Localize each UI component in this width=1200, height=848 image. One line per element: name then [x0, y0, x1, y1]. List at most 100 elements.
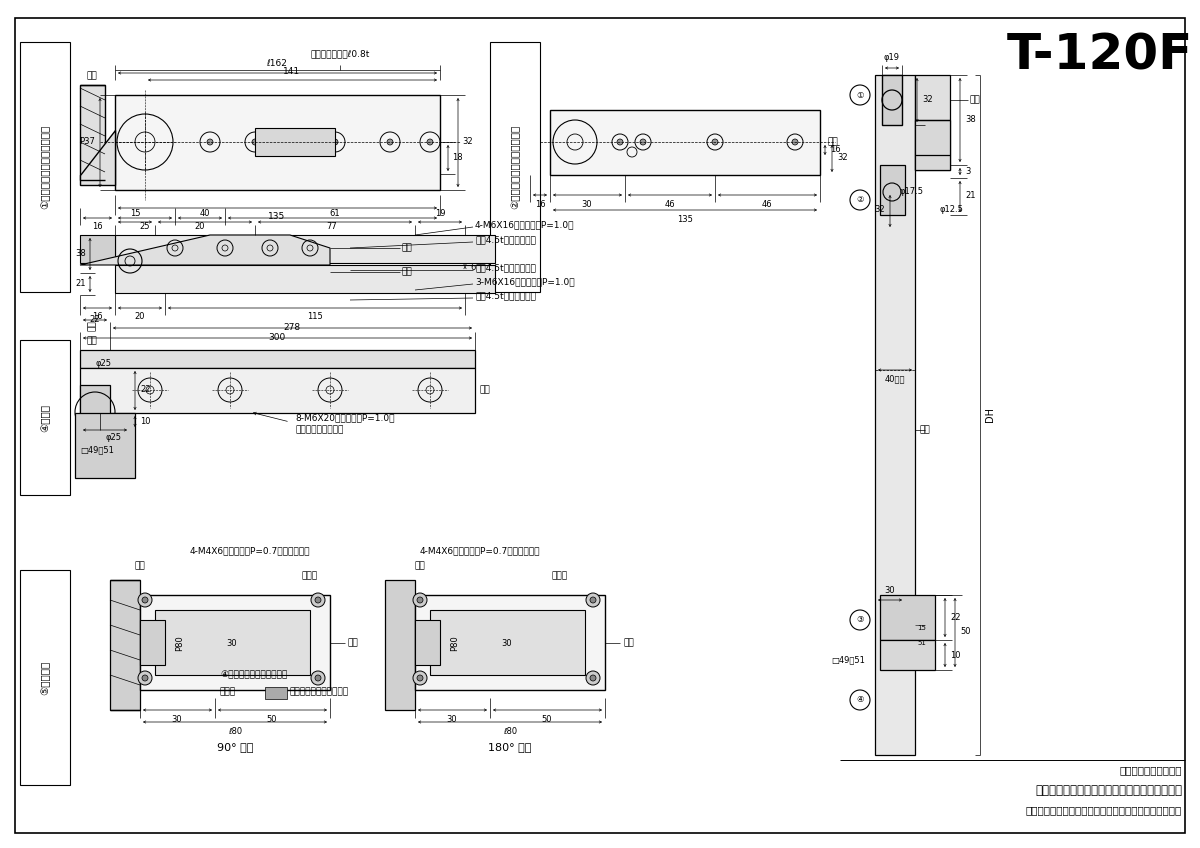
Text: 壁枠: 壁枠 — [86, 336, 97, 345]
Text: 21: 21 — [965, 192, 976, 200]
Text: ℓ80: ℓ80 — [503, 727, 517, 736]
Text: 32: 32 — [922, 96, 932, 104]
Circle shape — [386, 139, 394, 145]
Text: φ12.5: φ12.5 — [940, 205, 964, 215]
Text: 30: 30 — [172, 715, 182, 724]
Text: 3: 3 — [965, 168, 971, 176]
Text: 46: 46 — [762, 200, 773, 209]
Text: □49～51: □49～51 — [80, 445, 114, 455]
Text: 300: 300 — [269, 333, 286, 342]
Circle shape — [640, 139, 646, 145]
Bar — [880, 595, 935, 640]
Text: 46: 46 — [665, 200, 676, 209]
Text: アーム: アーム — [552, 571, 568, 580]
Text: 上枠: 上枠 — [970, 96, 980, 104]
Text: ④アーム: ④アーム — [40, 404, 50, 432]
Text: □49～51: □49～51 — [832, 656, 865, 665]
Text: P80: P80 — [450, 635, 460, 651]
Text: 180° 開き: 180° 開き — [488, 742, 532, 752]
Circle shape — [590, 675, 596, 681]
Text: 3-M6X16㎜小ネジ（P=1.0）: 3-M6X16㎜小ネジ（P=1.0） — [475, 277, 575, 287]
Text: 30: 30 — [582, 200, 593, 209]
Bar — [20, 340, 70, 495]
Bar — [115, 265, 496, 293]
Bar — [265, 687, 287, 699]
Text: 40: 40 — [199, 209, 210, 218]
Text: アーム: アーム — [302, 571, 318, 580]
Bar — [430, 610, 586, 675]
Bar — [80, 350, 475, 368]
Text: 6: 6 — [470, 264, 475, 272]
Bar — [74, 413, 134, 478]
Text: P80: P80 — [175, 635, 185, 651]
Circle shape — [311, 671, 325, 685]
Bar — [115, 95, 440, 190]
Bar — [155, 610, 310, 675]
Text: 135: 135 — [269, 212, 286, 221]
Circle shape — [138, 593, 152, 607]
Text: 50: 50 — [541, 715, 552, 724]
Text: 61: 61 — [330, 209, 341, 218]
Text: 壁枠: 壁枠 — [88, 320, 96, 331]
Circle shape — [252, 139, 258, 145]
Text: 30: 30 — [227, 639, 238, 648]
Circle shape — [208, 139, 214, 145]
Text: DH: DH — [985, 408, 995, 422]
Bar — [110, 580, 140, 710]
Text: 40以上: 40以上 — [884, 374, 905, 383]
Text: ドア: ドア — [828, 137, 839, 147]
Text: 床面軸座は埋め込んで確実にモルタル固定して下さい。: 床面軸座は埋め込んで確実にモルタル固定して下さい。 — [1026, 805, 1182, 815]
Bar — [415, 620, 440, 665]
Bar — [80, 385, 110, 440]
Bar — [916, 75, 950, 170]
Text: ドア: ドア — [623, 639, 634, 648]
Circle shape — [314, 597, 322, 603]
Text: 10: 10 — [950, 650, 960, 660]
Text: 30: 30 — [884, 586, 895, 595]
Circle shape — [413, 593, 427, 607]
Text: 25: 25 — [139, 222, 150, 231]
Polygon shape — [80, 130, 115, 185]
Text: ①: ① — [857, 91, 864, 99]
Text: 4-M4X6㎜小ネジ（P=0.7）ステンレス: 4-M4X6㎜小ネジ（P=0.7）ステンレス — [190, 546, 311, 555]
Text: P37: P37 — [79, 137, 95, 147]
Bar — [875, 75, 916, 755]
Text: 壁枠: 壁枠 — [415, 561, 425, 570]
Text: 30: 30 — [446, 715, 457, 724]
Text: 8-M6X20㎜小ネジ（P=1.0）: 8-M6X20㎜小ネジ（P=1.0） — [295, 414, 395, 422]
Circle shape — [712, 139, 718, 145]
Text: 51: 51 — [917, 640, 926, 646]
Circle shape — [586, 593, 600, 607]
Text: φ17.5: φ17.5 — [900, 187, 924, 197]
Text: ドア: ドア — [348, 639, 359, 648]
Text: T-120F: T-120F — [1007, 31, 1193, 79]
Bar — [385, 580, 415, 710]
Bar — [20, 42, 70, 292]
Bar — [550, 110, 820, 175]
Text: 22: 22 — [140, 386, 150, 394]
Bar — [916, 120, 950, 170]
Text: トッププレートℓ0.8t: トッププレートℓ0.8t — [311, 49, 370, 58]
Text: ドア: ドア — [402, 267, 413, 276]
Text: ①トップピボット（上枕側）: ①トップピボット（上枕側） — [40, 125, 50, 209]
Text: 50: 50 — [960, 628, 971, 637]
Text: 38: 38 — [76, 249, 86, 259]
Text: （タップ穴は別途）: （タップ穴は別途） — [295, 426, 343, 434]
Text: 裏板4.5t以上（別途）: 裏板4.5t以上（別途） — [475, 264, 536, 272]
Text: 4-M4X6㎜小ネジ（P=0.7）ステンレス: 4-M4X6㎜小ネジ（P=0.7）ステンレス — [420, 546, 540, 555]
Text: 壁枠: 壁枠 — [134, 561, 145, 570]
Text: 16: 16 — [91, 222, 102, 231]
Text: ドア: ドア — [920, 426, 931, 434]
Text: ③: ③ — [857, 616, 864, 624]
Text: 上枠: 上枠 — [402, 243, 413, 253]
Text: ②トップピボット（ドア側）: ②トップピボット（ドア側） — [510, 125, 520, 209]
Text: 135: 135 — [677, 215, 692, 224]
Bar — [140, 595, 330, 690]
Text: 22: 22 — [90, 315, 101, 324]
Text: 32: 32 — [462, 137, 473, 147]
Text: φ25: φ25 — [106, 433, 121, 442]
Text: 本図は右開きを示す。: 本図は右開きを示す。 — [1120, 765, 1182, 775]
Circle shape — [311, 593, 325, 607]
Bar — [115, 235, 496, 263]
Text: 20: 20 — [134, 312, 145, 321]
